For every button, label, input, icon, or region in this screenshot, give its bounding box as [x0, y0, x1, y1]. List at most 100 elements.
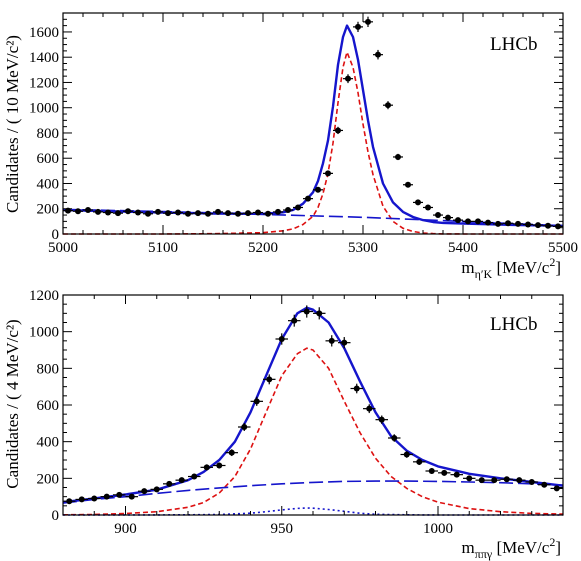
data-point	[475, 477, 488, 484]
data-point	[283, 207, 293, 214]
fit-curve-solid	[62, 24, 564, 227]
data-point	[163, 210, 173, 217]
data-point	[443, 214, 453, 221]
data-point	[183, 210, 193, 217]
data-point	[163, 480, 176, 487]
data-point	[473, 218, 483, 225]
y-tick-label: 600	[37, 398, 60, 414]
data-point	[543, 222, 553, 229]
data-point	[188, 473, 201, 480]
data-point	[375, 415, 388, 424]
data-point	[433, 212, 443, 219]
y-tick-label: 1600	[29, 25, 59, 41]
y-tick-label: 800	[37, 126, 60, 142]
fit-curves-bottom	[62, 306, 564, 516]
x-tick-label: 5100	[148, 240, 178, 256]
data-point	[513, 477, 526, 484]
data-point	[413, 199, 423, 206]
data-point	[450, 471, 463, 478]
data-point	[463, 218, 473, 225]
y-tick-label: 600	[37, 151, 60, 167]
data-points-bottom	[63, 305, 563, 505]
data-point	[88, 495, 101, 502]
data-point	[213, 208, 223, 215]
x-tick-label: 5300	[348, 240, 378, 256]
fit-curve-dashed	[63, 51, 563, 235]
axis-ticks-bottom: 900 950 1000 0 200 400 600 800 1000 1200	[29, 288, 564, 537]
data-point	[83, 207, 93, 214]
data-point	[463, 475, 476, 482]
x-axis-title-top: mη′K [MeV/c2]	[461, 255, 561, 281]
data-point	[383, 101, 393, 110]
fit-curve-solid	[62, 306, 564, 504]
data-point	[333, 126, 343, 135]
plot-frame-top	[62, 12, 564, 235]
data-point	[373, 49, 383, 60]
data-point	[293, 204, 303, 211]
data-point	[138, 488, 151, 495]
data-point	[453, 217, 463, 224]
fit-curves-top	[62, 24, 564, 235]
data-point	[200, 464, 213, 471]
data-point	[275, 333, 288, 345]
data-point	[133, 209, 143, 216]
data-point	[313, 307, 326, 320]
data-point	[150, 486, 163, 493]
data-point	[533, 222, 543, 229]
data-point	[250, 396, 263, 406]
data-point	[388, 434, 401, 442]
data-point	[525, 479, 538, 485]
data-point	[313, 186, 323, 193]
data-point	[363, 404, 376, 414]
data-point	[413, 458, 426, 465]
x-tick-label: 1000	[423, 521, 453, 537]
lhcb-label-top: LHCb	[490, 34, 538, 55]
data-point	[63, 498, 76, 505]
data-point	[253, 209, 263, 216]
data-point	[323, 170, 333, 177]
x-tick-label: 5500	[548, 240, 578, 256]
x-tick-label: 900	[114, 521, 137, 537]
data-point	[403, 181, 413, 188]
data-point	[263, 374, 276, 385]
y-axis-title-top: Candidates / ( 10 MeV/c²)	[3, 35, 22, 213]
data-point	[500, 476, 513, 483]
data-point	[263, 210, 273, 217]
lhcb-label-bottom: LHCb	[490, 314, 538, 335]
data-point	[350, 383, 363, 394]
data-point	[113, 491, 126, 498]
data-point	[538, 481, 551, 488]
data-point	[213, 462, 226, 469]
y-tick-label: 1000	[29, 325, 59, 341]
data-point	[113, 210, 123, 217]
data-point	[288, 314, 301, 327]
data-point	[193, 210, 203, 217]
x-axis-title-bottom: mππγ [MeV/c2]	[462, 535, 561, 561]
data-point	[273, 208, 283, 215]
y-tick-label: 1200	[29, 75, 59, 91]
y-tick-label: 1400	[29, 50, 59, 66]
data-point	[303, 195, 313, 202]
fit-curve-longdash	[62, 208, 564, 227]
data-point	[438, 469, 451, 476]
data-point	[400, 451, 413, 458]
data-point	[123, 208, 133, 215]
data-point	[225, 449, 238, 457]
y-tick-label: 400	[37, 435, 60, 451]
data-point	[338, 337, 351, 349]
x-tick-label: 5000	[48, 240, 78, 256]
y-tick-label: 1000	[29, 101, 59, 117]
y-tick-label: 200	[37, 202, 60, 218]
data-point	[513, 220, 523, 227]
data-point	[550, 485, 563, 492]
data-point	[153, 208, 163, 215]
data-points-top	[63, 16, 563, 230]
data-point	[73, 208, 83, 215]
axis-ticks-top: 5000 5100 5200 5300 5400 5500 0 200 400 600 800 100…	[29, 12, 578, 256]
data-point	[203, 210, 213, 217]
data-point	[175, 477, 188, 484]
data-point	[325, 335, 338, 347]
y-tick-label: 0	[52, 508, 60, 524]
y-tick-label: 200	[37, 471, 60, 487]
